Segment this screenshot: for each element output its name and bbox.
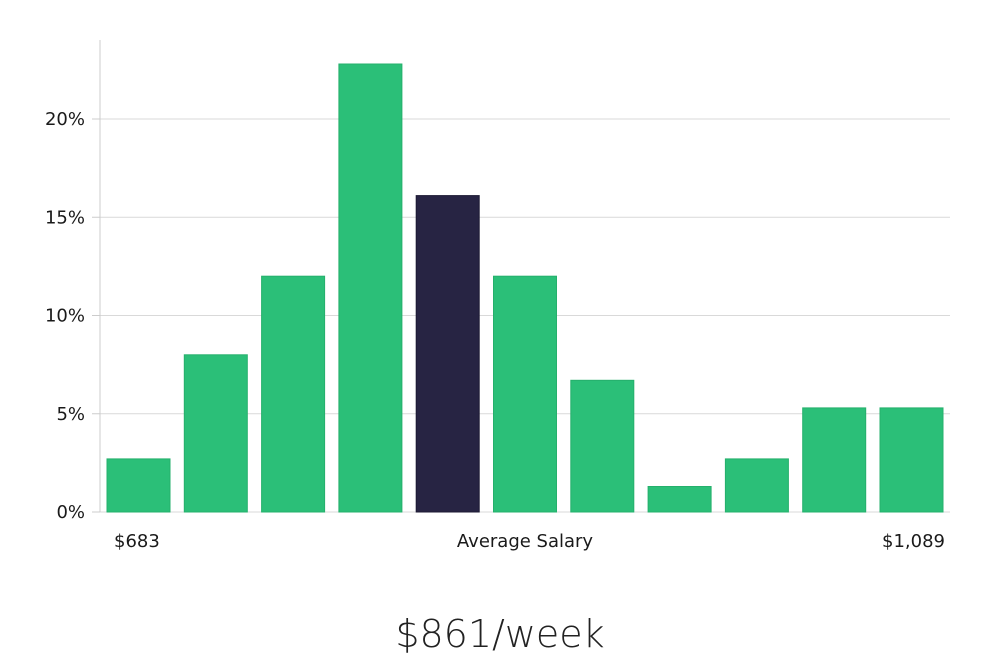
- y-tick-label: 5%: [56, 404, 85, 425]
- bar: [338, 63, 403, 513]
- x-min-label: $683: [114, 531, 160, 552]
- bar-average-salary: [415, 195, 480, 513]
- bar: [183, 354, 248, 513]
- bar: [724, 458, 789, 513]
- bar: [106, 458, 171, 513]
- y-tick-labels: 0% 5% 10% 15% 20%: [45, 109, 85, 523]
- x-max-label: $1,089: [882, 531, 945, 552]
- bar: [879, 407, 944, 513]
- bar: [261, 275, 326, 513]
- bar: [493, 275, 557, 513]
- y-tick-label: 10%: [45, 306, 85, 327]
- bar: [570, 379, 635, 513]
- y-tick-label: 15%: [45, 207, 85, 228]
- y-tick-label: 20%: [45, 109, 85, 130]
- bars: [106, 63, 944, 513]
- average-salary-headline: $861/week: [395, 612, 605, 656]
- y-tick-label: 0%: [56, 502, 85, 523]
- bar: [647, 486, 712, 513]
- x-axis-label: Average Salary: [457, 531, 594, 552]
- bar: [802, 407, 867, 513]
- salary-histogram: 0% 5% 10% 15% 20% $683 Average Salary $1,089: [45, 40, 950, 552]
